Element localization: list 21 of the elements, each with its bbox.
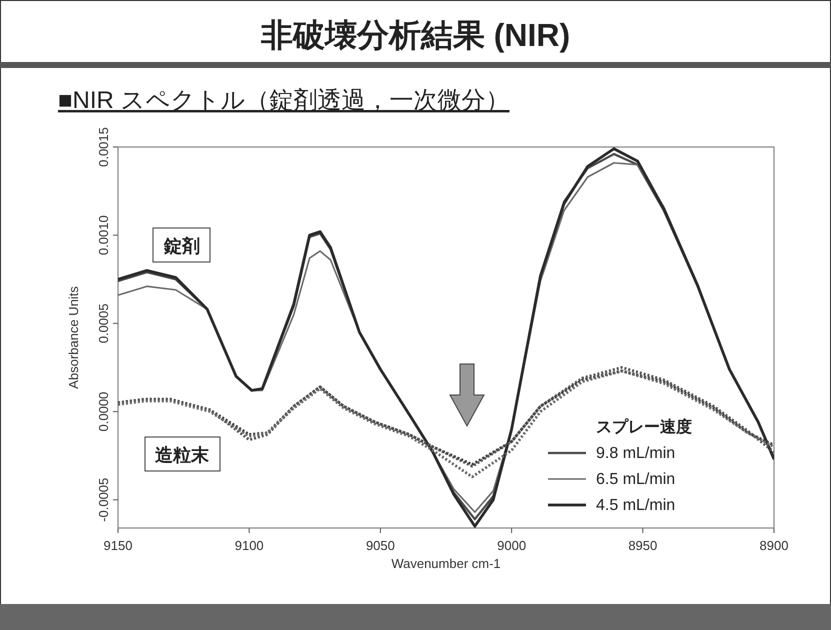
legend-title: スプレー速度: [596, 417, 692, 436]
y-tick-label: 0.0005: [96, 304, 111, 344]
chart-subtitle: ■NIR スペクトル（錠剤透過，一次微分）: [58, 87, 510, 114]
x-tick-label: 9000: [497, 538, 526, 553]
y-tick-label: -0.0005: [96, 478, 111, 522]
legend-label: 9.8 mL/min: [596, 445, 676, 462]
x-tick-label: 9100: [234, 538, 264, 553]
legend-label: 6.5 mL/min: [596, 471, 676, 488]
x-tick-label: 8950: [628, 538, 658, 553]
y-tick-label: 0.0010: [96, 215, 111, 256]
y-axis-title: Absorbance Units: [66, 286, 81, 389]
legend-label: 4.5 mL/min: [596, 497, 676, 514]
x-axis-title: Wavenumber cm-1: [391, 556, 501, 571]
annotation: 錠剤: [163, 236, 200, 256]
x-tick-label: 8900: [760, 538, 788, 553]
annotation: 造粒末: [155, 445, 210, 465]
chart-title: 非破壊分析結果 (NIR): [260, 17, 570, 53]
x-tick-label: 9150: [104, 538, 132, 553]
y-tick-label: 0.0000: [96, 392, 111, 432]
x-tick-label: 9050: [366, 538, 395, 553]
y-tick-label: 0.0015: [96, 127, 111, 167]
